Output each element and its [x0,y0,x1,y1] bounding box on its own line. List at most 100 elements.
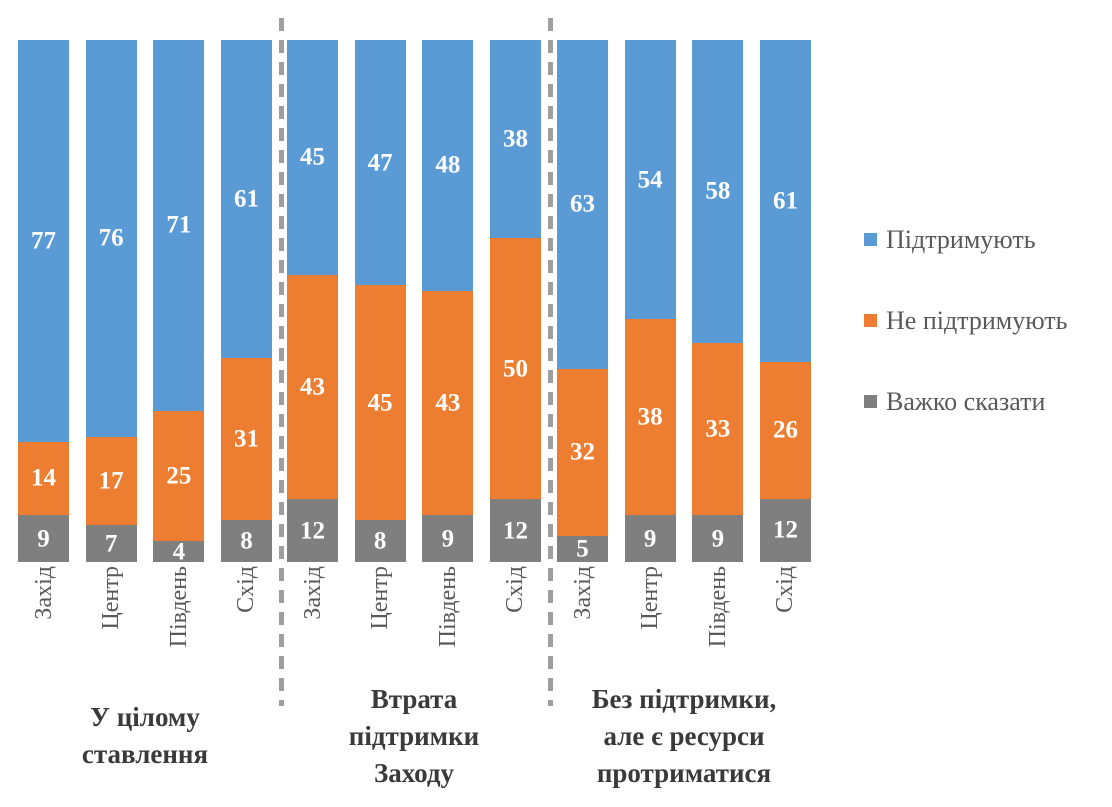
value-label: 17 [98,467,124,495]
category-label: Південь [165,566,192,648]
group-title-line: У цілому [90,702,200,732]
value-label: 47 [367,149,393,177]
value-label: 5 [576,535,589,563]
category-labels-row: Захід Центр Південь Схід [287,566,541,678]
category-cell: Південь [422,566,473,678]
bar-segment: 71 [153,40,205,411]
bar-group-3: 63 32 5 54 38 9 58 33 9 61 26 12 Захід Центр Південь Сх… [557,40,811,794]
bar-segment: 25 [153,410,205,542]
group-title: Втрата підтримки Заходу [287,678,541,794]
value-label: 38 [637,403,663,431]
value-label: 50 [502,355,528,383]
bar-segment: 58 [692,40,744,343]
bar-group-1: 77 14 9 76 17 7 71 25 4 61 31 8 Захід Центр Південь Схі… [18,40,272,794]
stacked-bar: 48 43 9 [422,40,474,562]
category-cell: Центр [355,566,406,678]
value-label: 54 [637,166,663,194]
value-label: 33 [705,415,731,443]
category-cell: Схід [221,566,272,678]
stacked-bar: 38 50 12 [489,40,541,562]
value-label: 61 [772,187,798,215]
legend-item-hard-to-say: Важко сказати [864,388,1068,415]
value-label: 63 [570,190,595,218]
bar-segment: 5 [557,535,608,563]
category-cell: Південь [153,566,204,678]
value-label: 14 [31,464,56,492]
bar-segment: 43 [287,274,338,500]
legend-item-support: Підтримують [864,226,1068,253]
bar-segment: 14 [18,441,69,516]
category-label: Схід [233,566,260,613]
bar-segment: 17 [85,436,137,526]
bar-segment: 8 [354,520,406,563]
bar-segment: 12 [287,499,338,562]
category-cell: Захід [557,566,608,678]
legend-swatch-orange-icon [864,314,877,327]
value-label: 48 [435,151,461,179]
value-label: 12 [502,517,528,545]
category-cell: Схід [490,566,541,678]
category-label: Захід [299,566,326,620]
category-labels-row: Захід Центр Південь Схід [18,566,272,678]
value-label: 76 [98,224,124,252]
bar-segment: 8 [220,520,272,562]
category-cell: Південь [692,566,743,678]
value-label: 32 [570,438,595,466]
legend-swatch-blue-icon [864,233,877,246]
bar-segment: 4 [153,538,205,566]
category-cell: Схід [760,566,811,678]
value-label: 25 [166,462,192,490]
category-cell: Захід [18,566,69,678]
value-label: 9 [441,525,455,552]
category-label: Захід [30,566,57,620]
category-label: Центр [637,566,664,630]
legend-item-not-support: Не підтримують [864,307,1068,334]
bar-segment: 61 [220,40,272,359]
stacked-bar: 45 43 12 [287,40,338,562]
stacked-bar: 61 26 12 [759,40,811,562]
bars-row: 77 14 9 76 17 7 71 25 4 61 31 8 [18,40,272,566]
bar-segment: 12 [759,498,811,562]
bar-segment: 76 [85,40,137,437]
bar-segment: 7 [85,525,137,562]
value-label: 77 [31,227,56,255]
legend-label-support: Підтримують [886,224,1036,254]
category-label: Схід [772,566,799,613]
value-label: 7 [104,530,118,558]
category-cell: Центр [625,566,676,678]
stacked-bar: 63 32 5 [557,40,608,562]
bar-segment: 31 [220,358,272,521]
stacked-bar: 77 14 9 [18,40,69,562]
legend-label-not-support: Не підтримують [886,305,1068,335]
value-label: 9 [711,525,725,553]
value-label: 4 [172,538,186,566]
bar-segment: 33 [692,342,744,516]
bar-segment: 38 [624,319,676,516]
category-labels-row: Захід Центр Південь Схід [557,566,811,678]
group-title-line: Втрата [370,683,458,714]
value-label: 45 [300,143,325,171]
bar-segment: 77 [18,40,69,442]
bar-segment: 63 [557,40,608,369]
value-label: 12 [772,516,798,544]
legend-swatch-gray-icon [864,395,877,408]
value-label: 43 [300,373,325,401]
group-title-line: підтримки [348,720,480,751]
group-title-line: Без підтримки, [591,683,777,714]
value-label: 71 [166,211,192,239]
bars-row: 63 32 5 54 38 9 58 33 9 61 26 12 [557,40,811,563]
stacked-bar: 58 33 9 [692,40,744,563]
bar-segment: 48 [422,40,474,291]
value-label: 45 [367,389,393,417]
category-cell: Центр [86,566,137,678]
stacked-bar: 71 25 4 [153,40,205,566]
bar-segment: 54 [624,40,676,320]
value-label: 8 [373,527,387,555]
bar-segment: 47 [354,40,406,286]
legend: Підтримують Не підтримують Важко сказати [864,226,1068,469]
bar-segment: 9 [692,515,744,563]
group-separator-dashed-line-1 [279,18,284,706]
bar-segment: 45 [287,40,338,275]
group-title-line: але є ресурси [603,720,765,751]
